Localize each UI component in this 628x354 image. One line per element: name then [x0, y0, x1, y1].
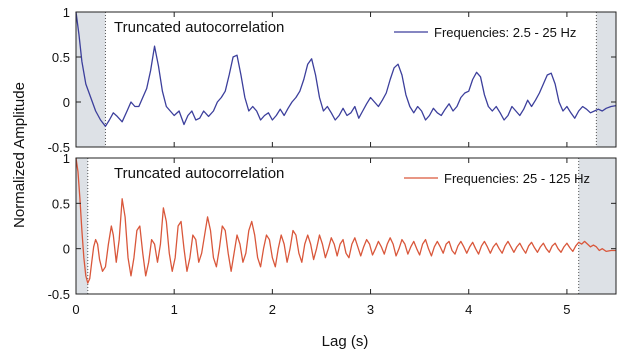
legend-label: Frequencies: 25 - 125 Hz	[444, 171, 590, 186]
x-tick-label: 4	[465, 302, 472, 317]
y-tick-label: 0	[63, 242, 70, 257]
y-axis-label: Normalized Amplitude	[11, 82, 28, 228]
y-tick-label: 0.5	[52, 50, 70, 65]
shaded-region	[596, 12, 616, 147]
y-tick-label: 0	[63, 95, 70, 110]
panel-title: Truncated autocorrelation	[114, 19, 284, 36]
shaded-region	[76, 12, 105, 147]
x-axis-label: Lag (s)	[322, 333, 369, 350]
y-tick-label: -0.5	[48, 287, 70, 302]
y-tick-label: 1	[63, 5, 70, 20]
x-tick-label: 2	[269, 302, 276, 317]
y-tick-label: 1	[63, 151, 70, 166]
x-tick-label: 3	[367, 302, 374, 317]
x-tick-label: 5	[563, 302, 570, 317]
x-tick-label: 0	[72, 302, 79, 317]
legend-label: Frequencies: 2.5 - 25 Hz	[434, 25, 576, 40]
y-tick-label: 0.5	[52, 196, 70, 211]
x-tick-label: 1	[171, 302, 178, 317]
panel-title: Truncated autocorrelation	[114, 165, 284, 182]
